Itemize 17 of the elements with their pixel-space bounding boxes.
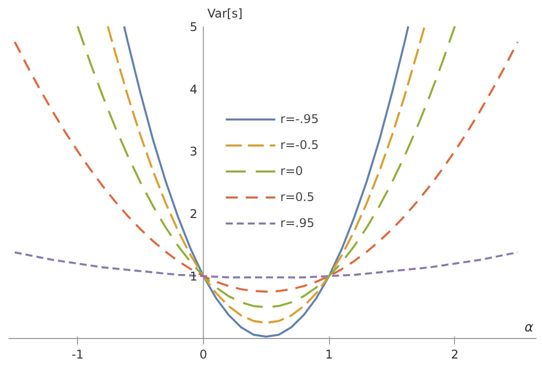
legend-label: r=-0.5 bbox=[280, 138, 319, 152]
y-tick-label: 5 bbox=[190, 20, 198, 34]
x-tick-label: 1 bbox=[325, 348, 333, 362]
line-series bbox=[14, 251, 519, 278]
legend-label: r=.95 bbox=[280, 216, 314, 230]
y-axis-title: Var[s] bbox=[207, 6, 243, 20]
y-tick-label: 3 bbox=[190, 144, 198, 159]
x-tick-label: 0 bbox=[200, 348, 208, 362]
legend-label: r=-.95 bbox=[280, 112, 319, 126]
line-series bbox=[14, 40, 519, 293]
y-tick-label: 4 bbox=[190, 82, 198, 96]
x-tick-label: -1 bbox=[72, 348, 84, 362]
y-tick-label: 2 bbox=[190, 207, 198, 222]
x-axis-title: α bbox=[524, 320, 534, 336]
legend-label: r=0.5 bbox=[280, 190, 314, 204]
x-tick-label: 2 bbox=[450, 348, 459, 362]
legend-label: r=0 bbox=[280, 164, 303, 178]
